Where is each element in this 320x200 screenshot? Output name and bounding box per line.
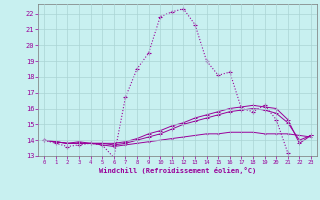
X-axis label: Windchill (Refroidissement éolien,°C): Windchill (Refroidissement éolien,°C) bbox=[99, 167, 256, 174]
